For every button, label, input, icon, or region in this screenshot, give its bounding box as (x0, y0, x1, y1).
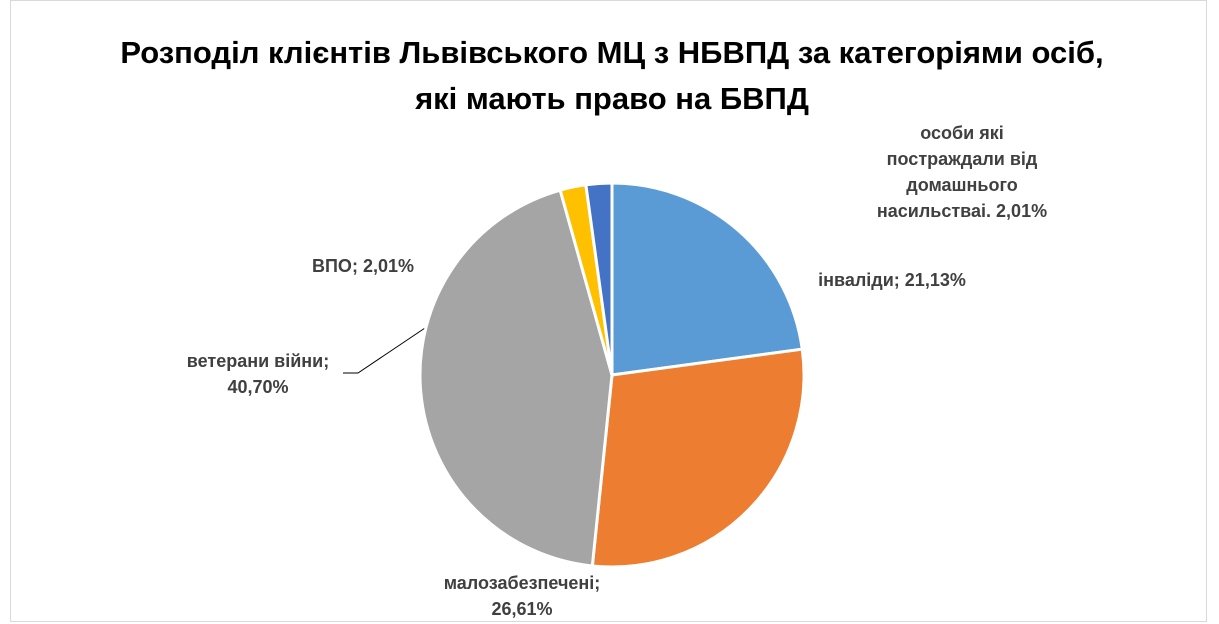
pie-slice (590, 347, 806, 569)
chart-frame (10, 0, 1207, 622)
category-label: ветерани війни; (186, 351, 330, 371)
chart-title: Розподіл клієнтів Львівського МЦ з НБВПД… (120, 35, 1104, 116)
value-label: 2,01% (996, 201, 1048, 221)
data-label: ветерани війни; 40,70% (168, 348, 348, 400)
category-label: малозабезпечені; (443, 573, 601, 593)
leader-line (343, 327, 426, 374)
value-label: 26,61% (491, 599, 553, 619)
category-label: особи які постраждали від домашнього нас… (876, 123, 1038, 221)
data-label: особи які постраждали від домашнього нас… (862, 120, 1062, 224)
data-label: інваліди; 21,13% (792, 267, 992, 293)
data-label: ВПО; 2,01% (298, 253, 428, 279)
pie-slice (418, 188, 614, 568)
value-label: 2,01% (362, 256, 414, 276)
category-label: ВПО; (312, 256, 358, 276)
category-label: інваліди; (818, 270, 900, 290)
data-label: малозабезпечені; 26,61% (432, 570, 612, 622)
pie-slice (610, 181, 804, 377)
value-label: 40,70% (227, 377, 289, 397)
pie-slice (584, 181, 614, 376)
value-label: 21,13% (904, 270, 966, 290)
